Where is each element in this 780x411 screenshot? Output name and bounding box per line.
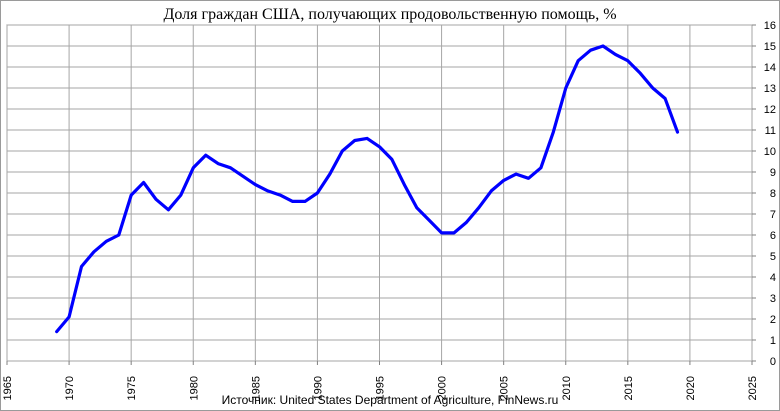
y-tick-label: 4 (770, 272, 776, 284)
data-point (390, 158, 394, 161)
data-point (129, 193, 133, 197)
data-point (328, 172, 332, 176)
x-tick-label: 1975 (126, 376, 138, 400)
data-point (514, 172, 518, 176)
y-tick-label: 13 (764, 83, 776, 95)
data-point (527, 177, 530, 180)
data-point (55, 330, 58, 333)
y-tick-label: 16 (764, 20, 776, 32)
y-tick-label: 2 (770, 314, 776, 326)
data-point (415, 206, 418, 209)
data-point (278, 193, 282, 197)
y-tick-label: 12 (764, 104, 776, 116)
y-tick-label: 11 (765, 125, 776, 137)
data-point (452, 231, 456, 235)
x-tick-label: 1995 (375, 376, 387, 400)
y-tick-label: 1 (770, 335, 776, 347)
data-point (564, 86, 567, 90)
series-layer (55, 44, 680, 334)
data-point (403, 183, 406, 186)
y-tick-label: 0 (770, 356, 776, 368)
y-tick-label: 8 (770, 188, 776, 200)
y-tick-label: 6 (770, 230, 776, 242)
data-point (477, 206, 481, 209)
data-point (204, 154, 207, 157)
data-point (80, 265, 83, 268)
x-axis-ticks: 1965 1970 1975 1980 1985 1990 1995 2000 2005 2010… (2, 361, 759, 400)
chart-title: Доля граждан США, получающих продовольст… (163, 6, 617, 23)
data-point (216, 162, 220, 165)
data-point (440, 231, 443, 235)
data-point (676, 130, 679, 134)
data-point (539, 166, 543, 169)
data-point (378, 145, 381, 148)
y-tick-label: 15 (764, 41, 776, 53)
y-tick-label: 7 (770, 209, 776, 221)
x-tick-label: 2010 (561, 376, 573, 400)
x-tick-label: 1980 (188, 376, 200, 400)
source-note: Источник: United States Department of Ag… (221, 393, 559, 407)
data-point (105, 240, 108, 243)
data-point (92, 250, 96, 253)
data-point (427, 219, 431, 222)
x-tick-label: 1985 (250, 376, 262, 400)
data-point (502, 179, 505, 182)
y-tick-label: 14 (764, 62, 776, 74)
data-point (192, 166, 195, 169)
data-point (626, 59, 630, 62)
y-tick-label: 5 (770, 251, 776, 263)
x-tick-label: 2025 (747, 376, 759, 400)
data-point (353, 139, 356, 142)
data-point (266, 189, 269, 193)
data-point (365, 137, 369, 140)
data-point (117, 233, 120, 237)
data-point (142, 181, 145, 184)
y-tick-label: 3 (770, 293, 776, 305)
x-tick-label: 1970 (64, 376, 76, 400)
y-tick-label: 9 (770, 167, 776, 179)
x-tick-label: 2015 (623, 376, 635, 400)
data-point (639, 72, 642, 75)
data-point (552, 130, 555, 134)
data-point (254, 183, 257, 186)
data-point (179, 193, 183, 197)
data-point (67, 315, 71, 319)
x-tick-label: 2005 (499, 376, 511, 400)
data-point (663, 97, 667, 100)
data-point (167, 208, 170, 211)
data-point (229, 166, 232, 169)
data-point (291, 200, 294, 203)
data-point (589, 49, 592, 52)
data-point (341, 149, 344, 153)
data-point (601, 44, 605, 48)
data-point (614, 53, 617, 56)
data-point (241, 175, 245, 178)
x-tick-label: 1965 (2, 376, 14, 400)
y-tick-label: 10 (764, 146, 776, 158)
data-point (154, 198, 158, 201)
x-tick-label: 1990 (312, 376, 324, 400)
data-point (316, 191, 319, 195)
data-point (303, 200, 307, 203)
data-point (490, 189, 493, 193)
x-tick-label: 2020 (685, 376, 697, 400)
data-point (465, 221, 468, 224)
data-point (576, 59, 580, 62)
data-point (651, 86, 654, 90)
x-tick-label: 2000 (437, 376, 449, 400)
